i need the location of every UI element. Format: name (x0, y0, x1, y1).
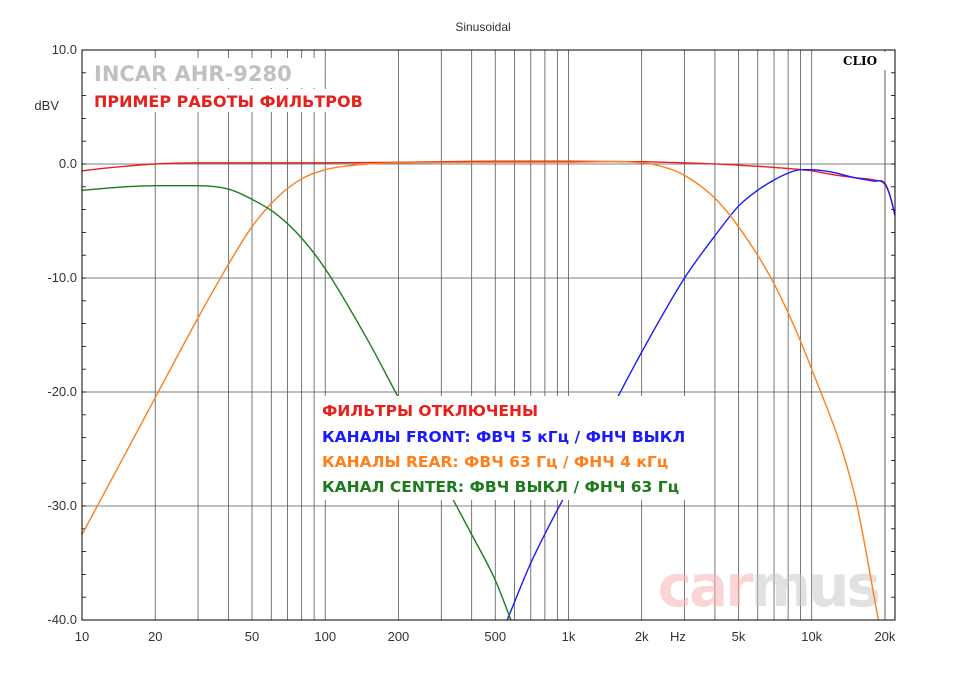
plot-area (82, 50, 895, 620)
x-tick-label: 1k (562, 629, 576, 644)
legend-entry-rear: КАНАЛЫ REAR: ФВЧ 63 Гц / ФНЧ 4 кГц (322, 453, 668, 471)
watermark-part-mus: mus (751, 552, 879, 620)
x-tick-label: 10k (801, 629, 822, 644)
series-center (81, 184, 512, 621)
y-tick-label: -10.0 (47, 270, 77, 285)
x-tick-label: 5k (732, 629, 746, 644)
model-label: INCAR AHR-9280 (94, 62, 292, 86)
model-label-bg (89, 58, 321, 88)
x-tick-label: 20 (148, 629, 162, 644)
brand-label-bg (833, 52, 887, 70)
legend-bg (318, 396, 710, 500)
chart-subtitle: ПРИМЕР РАБОТЫ ФИЛЬТРОВ (94, 92, 363, 111)
plot-frame (81, 49, 896, 621)
x-tick-label: 50 (245, 629, 259, 644)
x-tick-label: 20k (874, 629, 895, 644)
legend-entry-filters-off: ФИЛЬТРЫ ОТКЛЮЧЕНЫ (322, 402, 538, 420)
x-axis-ticks: 10 20 50 100 200 500 1k 2k 5k 10k 20k (75, 629, 896, 644)
y-tick-label: 10.0 (52, 42, 77, 57)
x-tick-label: 10 (75, 629, 89, 644)
watermark-logo: carmus (658, 552, 879, 620)
y-tick-label: 0.0 (59, 156, 77, 171)
x-axis-unit-label: Hz (670, 629, 686, 644)
x-tick-label: 100 (314, 629, 336, 644)
y-axis-unit-label: dBV (34, 98, 59, 113)
y-tick-label: -20.0 (47, 384, 77, 399)
legend-entry-front: КАНАЛЫ FRONT: ФВЧ 5 кГц / ФНЧ ВЫКЛ (322, 428, 685, 446)
y-tick-label: -30.0 (47, 498, 77, 513)
series-rear (81, 160, 880, 621)
chart-title: Sinusoidal (455, 20, 510, 34)
legend-entry-center: КАНАЛ CENTER: ФВЧ ВЫКЛ / ФНЧ 63 Гц (322, 478, 679, 496)
brand-label: CLIO (843, 54, 877, 68)
legend: ФИЛЬТРЫ ОТКЛЮЧЕНЫ КАНАЛЫ FRONT: ФВЧ 5 кГ… (318, 396, 710, 500)
x-tick-label: 500 (484, 629, 506, 644)
x-tick-label: 2k (635, 629, 649, 644)
x-tick-label: 200 (388, 629, 410, 644)
y-axis-ticks: 10.0 0.0 -10.0 -20.0 -30.0 -40.0 (47, 42, 77, 627)
y-tick-label: -40.0 (47, 612, 77, 627)
subtitle-bg (89, 89, 384, 112)
watermark-part-car: car (658, 552, 755, 620)
